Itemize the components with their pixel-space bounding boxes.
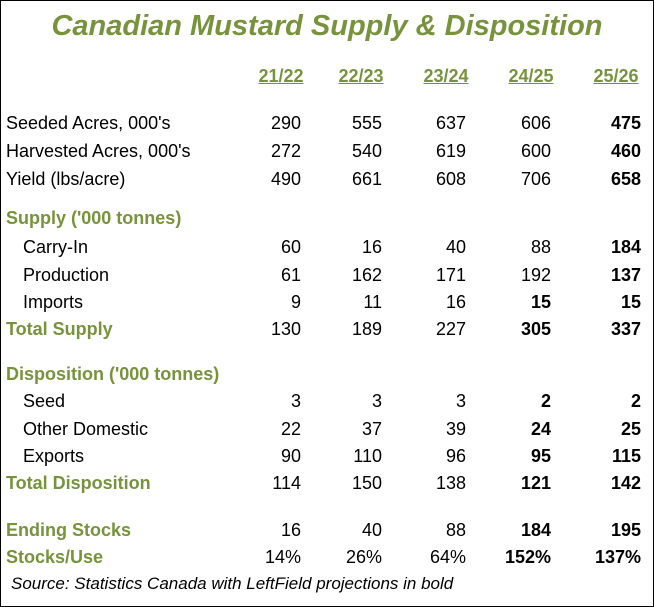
- cell-value: 16: [280, 520, 301, 540]
- cell-value: 14%: [264, 547, 301, 567]
- cell-value: 192: [520, 265, 551, 285]
- cell-value: 115: [611, 446, 641, 466]
- column-header: 24/25: [508, 66, 554, 86]
- cell-value: 24: [530, 419, 551, 439]
- cell-value: 138: [435, 473, 466, 493]
- cell-value: 3: [290, 391, 301, 411]
- cell-value: 110: [353, 446, 382, 466]
- row-label: Imports: [23, 292, 84, 312]
- cell-value: 305: [520, 319, 551, 339]
- cell-value: 637: [435, 113, 466, 133]
- cell-value: 39: [445, 419, 466, 439]
- row-label: Yield (lbs/acre): [6, 169, 126, 189]
- cell-value: 600: [520, 141, 551, 161]
- cell-value: 95: [530, 446, 551, 466]
- cell-value: 61: [280, 265, 301, 285]
- cell-value: 555: [351, 113, 382, 133]
- cell-value: 661: [351, 169, 382, 189]
- cell-value: 171: [435, 265, 466, 285]
- cell-value: 22: [280, 419, 301, 439]
- row-label: Other Domestic: [23, 419, 149, 439]
- cell-value: 88: [445, 520, 466, 540]
- cell-value: 137: [610, 265, 641, 285]
- row-label: Ending Stocks: [6, 520, 132, 540]
- cell-value: 15: [530, 292, 551, 312]
- cell-value: 142: [610, 473, 641, 493]
- cell-value: 290: [270, 113, 301, 133]
- cell-value: 130: [270, 319, 301, 339]
- column-header: 25/26: [593, 66, 639, 86]
- cell-value: 706: [520, 169, 551, 189]
- cell-value: 64%: [429, 547, 466, 567]
- cell-value: 25: [620, 419, 641, 439]
- row-label: Exports: [23, 446, 85, 466]
- cell-value: 16: [445, 292, 466, 312]
- column-header: 22/23: [338, 66, 384, 86]
- cell-value: 88: [530, 237, 551, 257]
- cell-value: 90: [280, 446, 301, 466]
- cell-value: 121: [520, 473, 551, 493]
- row-label: Harvested Acres, 000's: [6, 141, 191, 161]
- row-label: Seeded Acres, 000's: [6, 113, 171, 133]
- cell-value: 540: [351, 141, 382, 161]
- row-label: Supply ('000 tonnes): [6, 208, 182, 228]
- cell-value: 162: [351, 265, 382, 285]
- cell-value: 11: [363, 292, 382, 312]
- cell-value: 3: [371, 391, 382, 411]
- cell-value: 184: [520, 520, 551, 540]
- cell-value: 184: [610, 237, 641, 257]
- cell-value: 152%: [504, 547, 551, 567]
- cell-value: 619: [435, 141, 466, 161]
- cell-value: 96: [445, 446, 466, 466]
- cell-value: 15: [620, 292, 641, 312]
- cell-value: 460: [610, 141, 641, 161]
- cell-value: 26%: [345, 547, 382, 567]
- row-label: Total Disposition: [6, 473, 151, 493]
- cell-value: 658: [610, 169, 641, 189]
- cell-value: 16: [361, 237, 382, 257]
- row-label: Disposition ('000 tonnes): [6, 364, 220, 384]
- cell-value: 9: [290, 292, 301, 312]
- source-note: Source: Statistics Canada with LeftField…: [11, 574, 454, 593]
- cell-value: 3: [455, 391, 466, 411]
- cell-value: 272: [270, 141, 301, 161]
- cell-value: 2: [540, 391, 551, 411]
- cell-value: 195: [610, 520, 641, 540]
- cell-value: 137%: [594, 547, 641, 567]
- cell-value: 490: [270, 169, 301, 189]
- title: Canadian Mustard Supply & Disposition: [51, 10, 603, 42]
- cell-value: 60: [280, 237, 301, 257]
- cell-value: 227: [435, 319, 466, 339]
- cell-value: 475: [610, 113, 641, 133]
- cell-value: 337: [610, 319, 641, 339]
- cell-value: 608: [435, 169, 466, 189]
- row-label: Production: [23, 265, 110, 285]
- row-label: Carry-In: [23, 237, 89, 257]
- column-header: 23/24: [423, 66, 469, 86]
- column-header: 21/22: [258, 66, 304, 86]
- cell-value: 114: [272, 473, 301, 493]
- cell-value: 37: [361, 419, 382, 439]
- row-label: Seed: [23, 391, 66, 411]
- cell-value: 40: [445, 237, 466, 257]
- cell-value: 2: [630, 391, 641, 411]
- cell-value: 189: [351, 319, 382, 339]
- cell-value: 150: [351, 473, 382, 493]
- row-label: Stocks/Use: [6, 547, 104, 567]
- cell-value: 606: [520, 113, 551, 133]
- row-label: Total Supply: [6, 319, 113, 339]
- cell-value: 40: [361, 520, 382, 540]
